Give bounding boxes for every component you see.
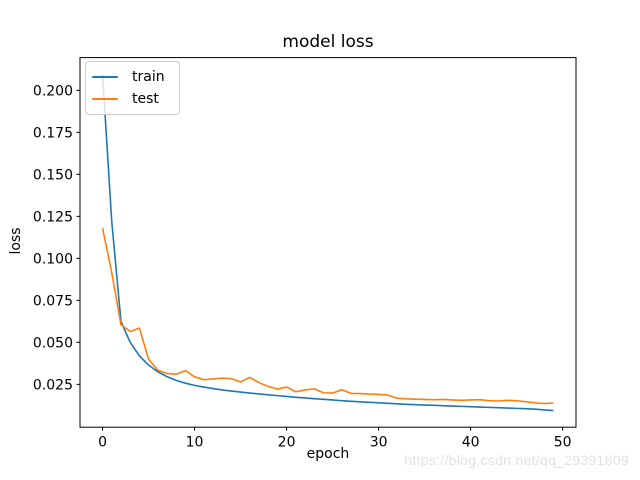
y-tick-label: 0.050	[33, 335, 73, 351]
x-tick-label: 30	[370, 435, 388, 451]
x-axis-label: epoch	[306, 446, 350, 462]
y-tick-label: 0.075	[33, 293, 73, 309]
axes-frame	[79, 57, 577, 428]
legend-item-test: test	[92, 90, 165, 108]
y-tick-label: 0.150	[33, 167, 73, 183]
legend-label-test: test	[132, 91, 159, 108]
series-line-test	[101, 227, 554, 405]
y-tick-label: 0.200	[33, 83, 73, 99]
legend-line-sample-train	[92, 76, 118, 79]
y-tick-label: 0.025	[33, 377, 73, 393]
y-tick-label: 0.100	[33, 251, 73, 267]
x-tick-label: 10	[186, 435, 204, 451]
legend-item-train: train	[92, 68, 165, 86]
y-tick-label: 0.125	[33, 209, 73, 225]
chart-title: model loss	[282, 32, 374, 52]
y-tick-label: 0.175	[33, 125, 73, 141]
series-line-train	[101, 74, 554, 412]
legend-label-train: train	[132, 69, 165, 85]
x-tick-label: 20	[278, 435, 296, 451]
y-axis-label: loss	[8, 227, 24, 255]
x-tick-label: 50	[554, 435, 572, 451]
legend: train test	[85, 61, 180, 116]
watermark: https://blog.csdn.net/qq_29391809	[404, 452, 629, 468]
x-tick-label: 0	[98, 435, 107, 451]
legend-line-sample-test	[92, 98, 118, 101]
x-tick-label: 40	[462, 435, 480, 451]
